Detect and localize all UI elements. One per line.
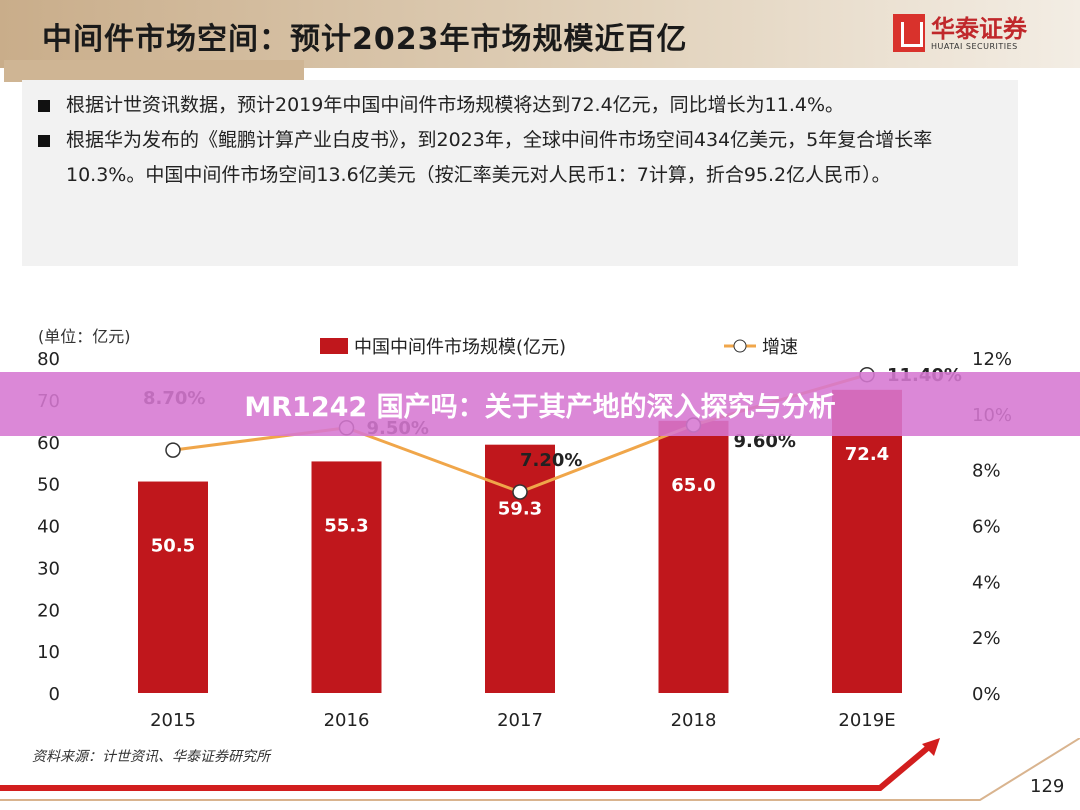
legend-bar-label: 中国中间件市场规模(亿元) [354, 337, 566, 358]
bar-2015 [138, 481, 208, 693]
bullet-square-icon [38, 135, 50, 147]
logo: 华泰证券 HUATAI SECURITIES [893, 14, 1027, 52]
left-axis-tick: 10 [37, 642, 60, 663]
arrow-head-icon [922, 738, 940, 756]
bar-label: 72.4 [845, 444, 889, 465]
legend-bar-swatch [320, 338, 348, 354]
red-arrow-line [0, 743, 932, 791]
market-size-chart: (单位：亿元) 中国中间件市场规模(亿元) 增速 010203040506070… [37, 327, 1012, 731]
left-axis-tick: 0 [49, 684, 60, 705]
right-axis-tick: 2% [972, 628, 1001, 649]
right-axis-tick: 6% [972, 517, 1001, 538]
bullet-text: 根据计世资讯数据，预计2019年中国中间件市场规模将达到72.4亿元，同比增长为… [66, 94, 845, 116]
bar-label: 65.0 [671, 475, 715, 496]
bar-2019E [832, 389, 902, 693]
source-note: 资料来源：计世资讯、华泰证券研究所 [32, 749, 270, 765]
logo-cn: 华泰证券 [931, 14, 1027, 43]
growth-label: 9.60% [734, 431, 796, 452]
legend-line-marker [733, 339, 747, 353]
x-axis-label: 2018 [671, 710, 717, 731]
bar-label: 50.5 [151, 536, 195, 557]
growth-point-2015 [165, 442, 181, 458]
right-axis-tick: 0% [972, 684, 1001, 705]
left-axis-tick: 60 [37, 433, 60, 454]
header-tab [4, 60, 304, 82]
bullet-item: 根据华为发布的《鲲鹏计算产业白皮书》，到2023年，全球中间件市场空间434亿美… [38, 123, 1002, 193]
right-axis-tick: 4% [972, 572, 1001, 593]
growth-label: 7.20% [520, 450, 582, 471]
legend-line-label: 增速 [762, 337, 798, 358]
page-number: 129 [1030, 776, 1065, 797]
bar-label: 55.3 [324, 515, 368, 536]
bar-label: 59.3 [498, 499, 542, 520]
footer-decoration [0, 738, 1080, 801]
bar-2016 [311, 461, 382, 693]
unit-label: (单位：亿元) [38, 327, 131, 346]
growth-point-2017 [512, 484, 528, 500]
right-axis-tick: 8% [972, 461, 1001, 482]
left-axis-tick: 50 [37, 475, 60, 496]
summary-box: 根据计世资讯数据，预计2019年中国中间件市场规模将达到72.4亿元，同比增长为… [22, 80, 1018, 266]
bar-2018 [658, 420, 729, 693]
bullet-text: 根据华为发布的《鲲鹏计算产业白皮书》，到2023年，全球中间件市场空间434亿美… [66, 129, 933, 186]
bullet-square-icon [38, 100, 50, 112]
right-axis-tick: 12% [972, 349, 1012, 370]
overlay-banner: MR1242 国产吗：关于其产地的深入探究与分析 [0, 372, 1080, 436]
left-axis-tick: 30 [37, 558, 60, 579]
logo-en: HUATAI SECURITIES [931, 41, 1018, 51]
banner-text: MR1242 国产吗：关于其产地的深入探究与分析 [244, 391, 836, 423]
left-axis-tick: 20 [37, 600, 60, 621]
left-axis-tick: 40 [37, 517, 60, 538]
logo-mark-icon [893, 14, 925, 52]
bullet-item: 根据计世资讯数据，预计2019年中国中间件市场规模将达到72.4亿元，同比增长为… [38, 88, 1002, 123]
left-axis-tick: 80 [37, 349, 60, 370]
x-axis-label: 2017 [497, 710, 543, 731]
x-axis-label: 2015 [150, 710, 196, 731]
x-axis-label: 2016 [324, 710, 370, 731]
page-title: 中间件市场空间：预计2023年市场规模近百亿 [42, 22, 688, 57]
x-axis-label: 2019E [838, 710, 895, 731]
tan-line [0, 738, 1080, 801]
